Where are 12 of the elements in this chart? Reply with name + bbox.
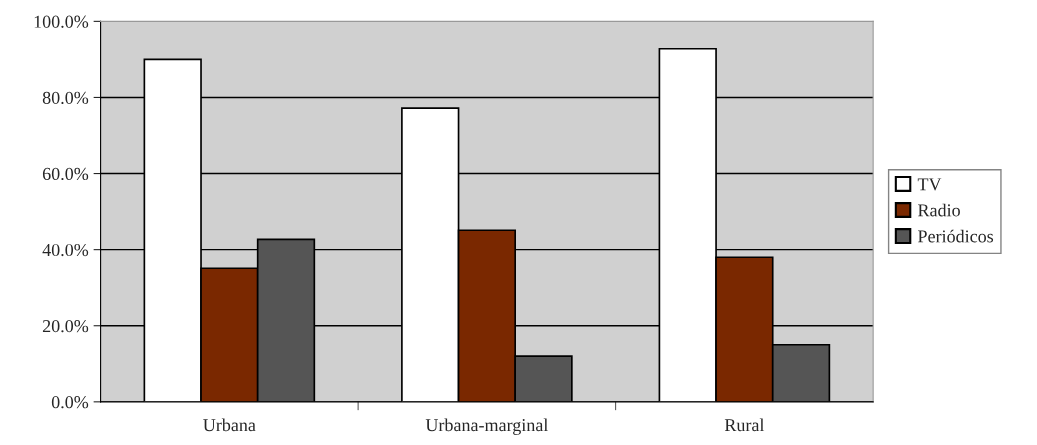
y-tick-label: 60.0%: [42, 167, 89, 181]
y-tick-label: 0.0%: [51, 396, 89, 409]
x-tick-label: Urbana-marginal: [425, 418, 549, 435]
y-tick-label: 20.0%: [42, 320, 89, 333]
y-tick-label: 80.0%: [42, 91, 89, 104]
x-tick-label: Rural: [724, 418, 765, 432]
legend-label: Radio: [918, 203, 960, 217]
x-tick-label: Urbana: [203, 418, 256, 432]
legend-label: Periódicos: [918, 229, 994, 243]
y-tick-label: 100.0%: [34, 15, 89, 28]
y-tick-label: 40.0%: [42, 243, 89, 257]
legend-label: TV: [917, 178, 942, 191]
